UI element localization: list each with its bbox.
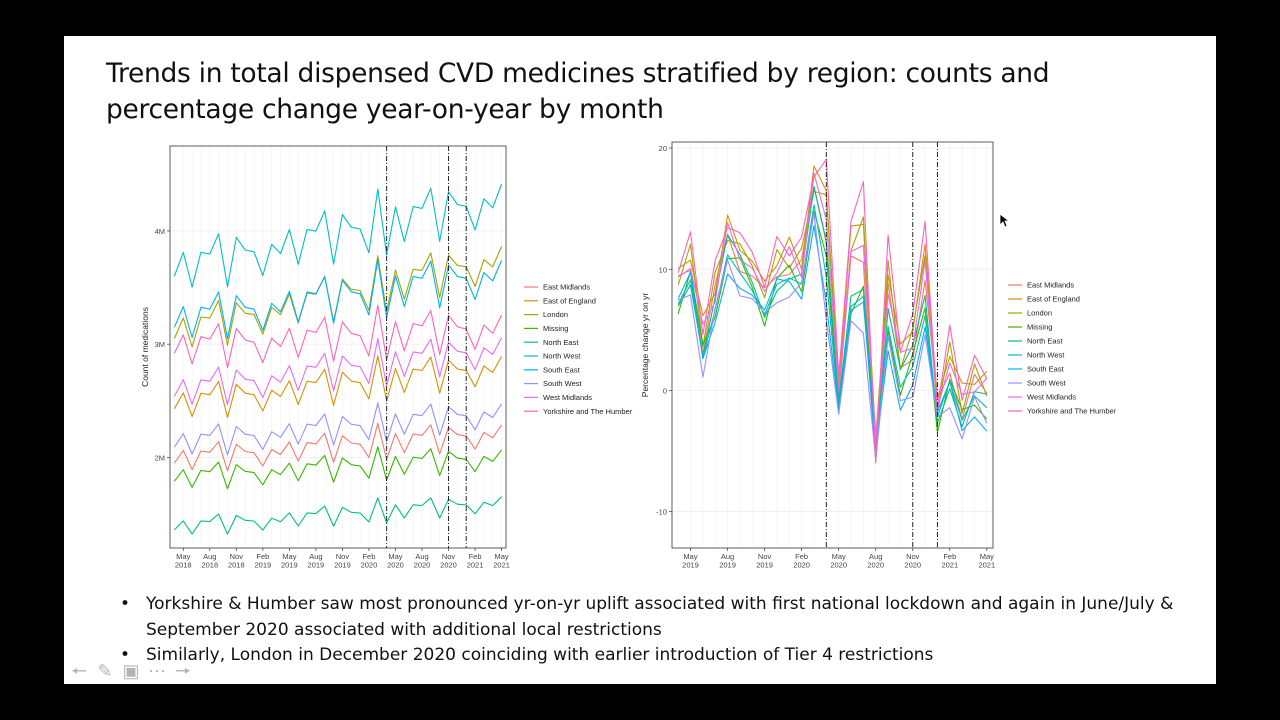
- slide-title: Trends in total dispensed CVD medicines …: [106, 56, 1166, 128]
- x-tick-label: May 2019: [682, 552, 699, 570]
- legend-label: South West: [543, 379, 583, 388]
- bullet-item: Similarly, London in December 2020 coinc…: [118, 643, 1198, 669]
- x-tick-label: Nov 2020: [440, 552, 457, 570]
- y-tick-label: -10: [656, 508, 667, 517]
- x-tick-label: Nov 2019: [334, 552, 351, 570]
- legend-label: Missing: [543, 324, 568, 333]
- legend-label: North East: [1027, 337, 1063, 346]
- x-tick-label: May 2020: [830, 552, 847, 570]
- x-tick-label: Feb 2021: [467, 552, 484, 570]
- x-tick-label: May 2019: [281, 552, 298, 570]
- legend-label: North West: [1027, 351, 1065, 360]
- plot-border: [169, 145, 507, 549]
- series-line: [173, 355, 503, 419]
- x-tick-label: Aug 2018: [201, 552, 218, 570]
- x-tick-label: Feb 2019: [254, 552, 271, 570]
- x-tick-label: May 2021: [493, 552, 510, 570]
- legend-label: London: [1027, 309, 1052, 318]
- series-line: [677, 158, 988, 462]
- y-tick-label: 0: [663, 386, 667, 395]
- y-tick-label: 2M: [155, 453, 165, 462]
- series-line: [174, 496, 502, 535]
- x-tick-label: Feb 2020: [361, 552, 378, 570]
- more-icon[interactable]: ⋯: [148, 661, 166, 681]
- y-tick-label: 3M: [155, 340, 165, 349]
- legend-label: East Midlands: [543, 283, 590, 292]
- x-tick-label: Feb 2021: [941, 552, 958, 570]
- x-tick-label: May 2020: [387, 552, 404, 570]
- y-axis-label: Count of medications: [140, 307, 150, 387]
- x-tick-label: Aug 2019: [719, 552, 736, 570]
- arrow-right-icon[interactable]: 🠖: [175, 661, 191, 681]
- y-tick-label: 4M: [155, 227, 165, 236]
- slides-icon[interactable]: ▣: [122, 661, 140, 681]
- legend-label: Yorkshire and The Humber: [543, 407, 633, 416]
- legend-label: West Midlands: [543, 393, 592, 402]
- pen-icon[interactable]: ✎: [97, 661, 113, 681]
- x-tick-label: Aug 2020: [414, 552, 431, 570]
- bullet-list: Yorkshire & Humber saw most pronounced y…: [118, 592, 1198, 669]
- legend-label: Missing: [1027, 323, 1052, 332]
- series-line: [173, 422, 503, 472]
- x-tick-label: Nov 2018: [228, 552, 245, 570]
- x-tick-label: May 2018: [175, 552, 192, 570]
- series-line: [173, 304, 503, 369]
- series-line: [677, 212, 988, 461]
- bullet-item: Yorkshire & Humber saw most pronounced y…: [118, 592, 1198, 643]
- legend-label: East Midlands: [1027, 281, 1074, 290]
- legend-label: West Midlands: [1027, 393, 1076, 402]
- legend-label: East of England: [1027, 295, 1080, 304]
- y-tick-label: 20: [659, 144, 667, 153]
- legend-label: London: [543, 310, 568, 319]
- slide-title-line-2: percentage change year-on-year by month: [106, 94, 664, 125]
- series-line: [677, 225, 988, 452]
- x-tick-label: Aug 2019: [308, 552, 325, 570]
- y-axis-label: Percentage change yr on yr: [640, 293, 650, 398]
- x-tick-label: Aug 2020: [867, 552, 884, 570]
- chart-counts: 2M 3M 4M May 2018 Aug 2018 Nov 2018 Feb 2019 May 201…: [140, 145, 633, 570]
- slideshow-nav: 🠔 ✎ ▣ ⋯ 🠖: [68, 660, 194, 682]
- series-line: [173, 258, 503, 340]
- slide: Trends in total dispensed CVD medicines …: [64, 36, 1216, 684]
- arrow-left-icon[interactable]: 🠔: [71, 661, 87, 681]
- series-line: [173, 337, 503, 406]
- y-tick-label: 10: [659, 265, 667, 274]
- mouse-pointer-icon: [999, 213, 1011, 228]
- x-tick-label: May 2021: [978, 552, 995, 570]
- legend-label: South East: [1027, 365, 1065, 374]
- series-line: [173, 446, 503, 490]
- x-tick-label: Nov 2019: [756, 552, 773, 570]
- series-line: [173, 402, 503, 456]
- legend-label: South West: [1027, 379, 1067, 388]
- plot-border: [671, 141, 994, 549]
- x-tick-label: Feb 2020: [793, 552, 810, 570]
- legend-label: South East: [543, 365, 581, 374]
- series-line: [173, 183, 503, 288]
- legend-label: North East: [543, 338, 579, 347]
- legend-label: Yorkshire and The Humber: [1027, 407, 1117, 416]
- x-tick-label: Nov 2020: [904, 552, 921, 570]
- plot-background: [170, 146, 506, 548]
- chart-percentage-change: -10 0 10 20 May 2019 Aug 2019 Nov 2019 Feb 2020 May 2…: [640, 141, 1117, 570]
- legend-label: North West: [543, 352, 581, 361]
- legend-label: East of England: [543, 296, 596, 305]
- slide-title-line-1: Trends in total dispensed CVD medicines …: [106, 58, 1050, 89]
